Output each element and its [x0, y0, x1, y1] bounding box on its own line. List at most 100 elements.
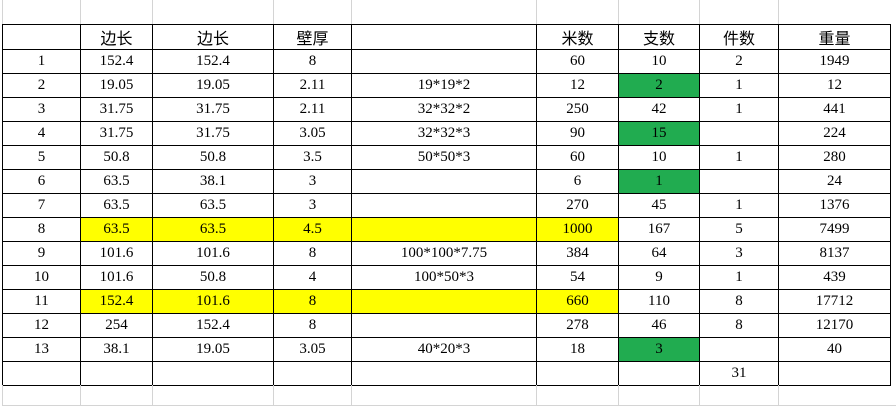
cell[interactable]: 254 — [81, 314, 153, 338]
cell[interactable]: 2 — [700, 50, 779, 74]
cell[interactable]: 10 — [619, 146, 700, 170]
cell[interactable]: 42 — [619, 98, 700, 122]
row-number-cell[interactable]: 8 — [3, 218, 81, 242]
empty-grid-cell[interactable] — [537, 385, 619, 405]
cell[interactable]: 90 — [537, 122, 619, 146]
cell[interactable]: 12 — [779, 74, 891, 98]
row-number-cell[interactable]: 11 — [3, 290, 81, 314]
cell[interactable] — [700, 170, 779, 194]
cell[interactable]: 18 — [537, 338, 619, 362]
cell[interactable]: 19*19*2 — [352, 74, 537, 98]
cell[interactable]: 100*50*3 — [352, 266, 537, 290]
cell[interactable]: 7499 — [779, 218, 891, 242]
highlighted-cell-yellow[interactable]: 63.5 — [81, 218, 153, 242]
cell[interactable]: 3.05 — [274, 122, 352, 146]
empty-grid-cell[interactable] — [274, 0, 352, 24]
cell[interactable]: 12 — [537, 74, 619, 98]
row-number-cell[interactable]: 1 — [3, 50, 81, 74]
cell[interactable] — [352, 314, 537, 338]
cell[interactable]: 3 — [700, 242, 779, 266]
cell[interactable]: 8 — [274, 314, 352, 338]
cell[interactable]: 64 — [619, 242, 700, 266]
cell[interactable]: 8 — [700, 314, 779, 338]
empty-grid-cell[interactable] — [352, 0, 537, 24]
cell[interactable]: 100*100*7.75 — [352, 242, 537, 266]
cell[interactable]: 1 — [700, 146, 779, 170]
cell[interactable]: 1 — [700, 266, 779, 290]
highlighted-cell-yellow[interactable]: 1000 — [537, 218, 619, 242]
cell[interactable]: 280 — [779, 146, 891, 170]
empty-grid-cell[interactable] — [153, 0, 274, 24]
row-number-cell[interactable] — [3, 362, 81, 386]
empty-grid-cell[interactable] — [779, 0, 896, 24]
cell[interactable]: 46 — [619, 314, 700, 338]
cell[interactable]: 60 — [537, 146, 619, 170]
cell[interactable]: 1 — [700, 98, 779, 122]
cell[interactable] — [352, 362, 537, 386]
cell[interactable]: 63.5 — [81, 170, 153, 194]
cell[interactable]: 1949 — [779, 50, 891, 74]
cell[interactable]: 6 — [537, 170, 619, 194]
cell[interactable]: 8137 — [779, 242, 891, 266]
cell[interactable] — [700, 122, 779, 146]
cell[interactable]: 31.75 — [153, 122, 274, 146]
highlighted-cell-yellow[interactable]: 660 — [537, 290, 619, 314]
highlighted-cell-yellow[interactable]: 63.5 — [153, 218, 274, 242]
highlighted-cell-green[interactable]: 3 — [619, 338, 700, 362]
cell[interactable] — [700, 338, 779, 362]
empty-grid-cell[interactable] — [352, 385, 537, 405]
cell[interactable]: 60 — [537, 50, 619, 74]
cell[interactable] — [619, 362, 700, 386]
cell[interactable]: 50.8 — [153, 266, 274, 290]
cell[interactable]: 32*32*3 — [352, 122, 537, 146]
cell[interactable] — [352, 50, 537, 74]
cell[interactable]: 101.6 — [81, 242, 153, 266]
cell[interactable]: 384 — [537, 242, 619, 266]
empty-grid-cell[interactable] — [779, 385, 896, 405]
cell[interactable]: 50*50*3 — [352, 146, 537, 170]
cell[interactable]: 152.4 — [153, 50, 274, 74]
cell[interactable]: 12170 — [779, 314, 891, 338]
empty-grid-cell[interactable] — [537, 0, 619, 24]
cell[interactable]: 50.8 — [153, 146, 274, 170]
cell[interactable]: 167 — [619, 218, 700, 242]
row-number-cell[interactable]: 3 — [3, 98, 81, 122]
cell[interactable]: 19.05 — [153, 74, 274, 98]
cell[interactable]: 38.1 — [81, 338, 153, 362]
row-number-cell[interactable]: 9 — [3, 242, 81, 266]
header-cell-weight[interactable]: 重量 — [779, 25, 891, 50]
empty-grid-cell[interactable] — [619, 0, 700, 24]
header-cell-wall-thickness[interactable]: 壁厚 — [274, 25, 352, 50]
cell[interactable]: 31.75 — [153, 98, 274, 122]
cell[interactable]: 8 — [700, 290, 779, 314]
cell[interactable]: 439 — [779, 266, 891, 290]
cell[interactable]: 441 — [779, 98, 891, 122]
cell[interactable]: 19.05 — [81, 74, 153, 98]
cell[interactable]: 3.5 — [274, 146, 352, 170]
header-cell-side-length-1[interactable]: 边长 — [81, 25, 153, 50]
empty-grid-cell[interactable] — [3, 0, 81, 24]
row-number-cell[interactable]: 2 — [3, 74, 81, 98]
empty-grid-cell[interactable] — [700, 0, 779, 24]
cell[interactable]: 9 — [619, 266, 700, 290]
cell[interactable]: 3 — [274, 170, 352, 194]
highlighted-cell-green[interactable]: 15 — [619, 122, 700, 146]
cell[interactable] — [153, 362, 274, 386]
cell[interactable] — [779, 362, 891, 386]
header-cell-side-length-2[interactable]: 边长 — [153, 25, 274, 50]
cell[interactable]: 278 — [537, 314, 619, 338]
cell[interactable] — [274, 362, 352, 386]
header-cell[interactable] — [3, 25, 81, 50]
cell[interactable]: 54 — [537, 266, 619, 290]
cell[interactable]: 5 — [700, 218, 779, 242]
cell[interactable]: 101.6 — [81, 266, 153, 290]
highlighted-cell-yellow[interactable]: 4.5 — [274, 218, 352, 242]
cell[interactable]: 101.6 — [153, 242, 274, 266]
total-items-cell[interactable]: 31 — [700, 362, 779, 386]
cell[interactable]: 17712 — [779, 290, 891, 314]
cell[interactable] — [537, 362, 619, 386]
cell[interactable]: 1376 — [779, 194, 891, 218]
cell[interactable]: 1 — [700, 194, 779, 218]
cell[interactable]: 8 — [274, 50, 352, 74]
cell[interactable] — [352, 170, 537, 194]
